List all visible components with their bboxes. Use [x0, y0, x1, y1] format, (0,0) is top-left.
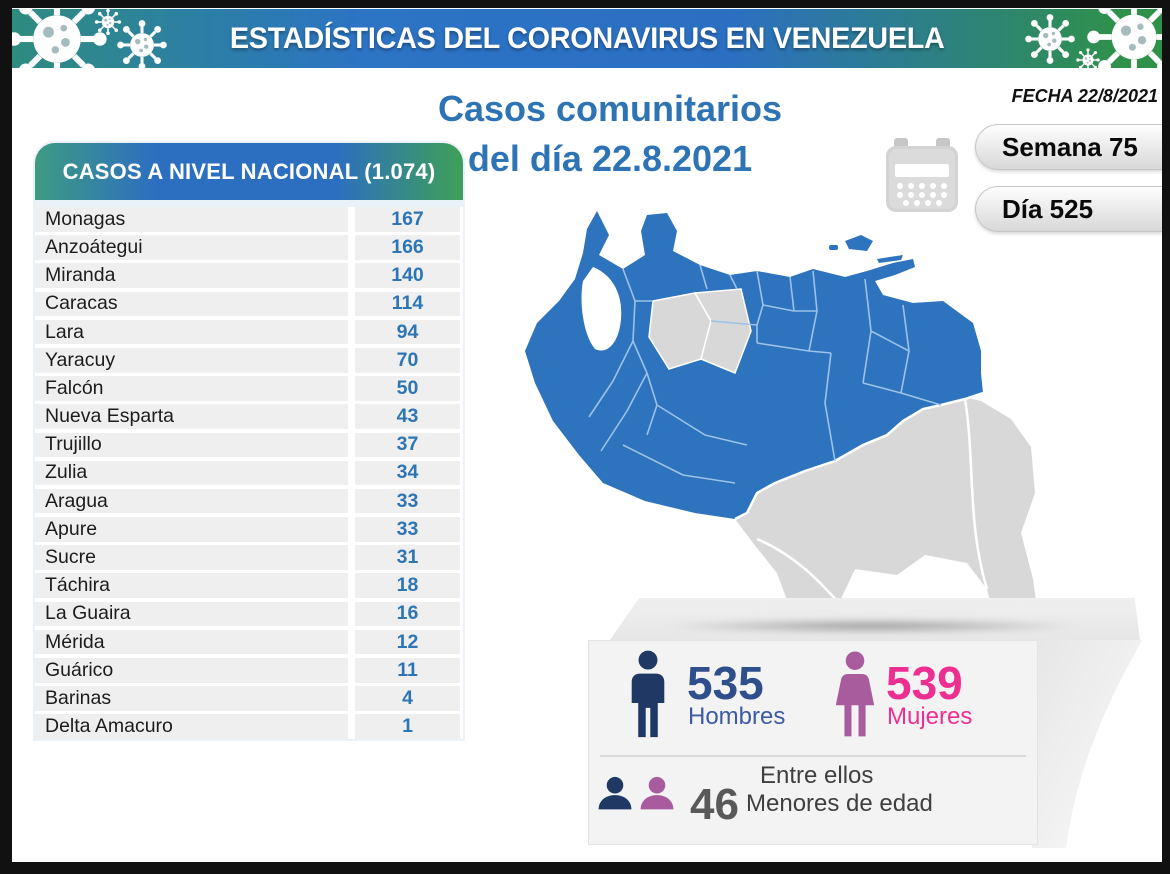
- table-row: Monagas 167: [35, 207, 463, 232]
- female-icon: [835, 651, 875, 737]
- cases-table: CASOS A NIVEL NACIONAL (1.074) Monagas 16…: [33, 141, 465, 741]
- table-row: Caracas 114: [35, 291, 463, 317]
- state-cases: 31: [355, 545, 460, 570]
- state-cases: 33: [355, 517, 460, 542]
- page-title: Casos comunitarios del día 22.8.2021: [425, 84, 795, 183]
- south-borders: [756, 398, 989, 604]
- date-label: FECHA 22/8/2021: [1011, 86, 1158, 106]
- state-cases: 140: [355, 263, 460, 288]
- minors-label: Entre ellos Menores de edad: [746, 762, 933, 818]
- state-name: Yaracuy: [35, 347, 348, 373]
- gender-stats-panel: [588, 640, 1038, 845]
- state-cases: 167: [355, 207, 460, 232]
- table-row: Sucre 31: [35, 545, 463, 570]
- state-cases: 43: [355, 404, 460, 429]
- table-row: Barinas 4: [35, 686, 463, 711]
- divider: [600, 755, 1026, 757]
- top-banner: ESTADÍSTICAS DEL CORONAVIRUS EN VENEZUEL…: [12, 9, 1162, 68]
- state-cases: 50: [355, 376, 460, 401]
- state-name: Caracas: [35, 291, 348, 317]
- state-cases: 114: [355, 291, 460, 317]
- state-name: La Guaira: [35, 601, 348, 627]
- day-badge: Día 525: [975, 186, 1162, 232]
- table-row: Delta Amacuro 1: [35, 714, 463, 739]
- state-cases: 70: [355, 347, 460, 373]
- table-row: Zulia 34: [35, 460, 463, 486]
- state-name: Monagas: [35, 207, 348, 232]
- male-minor-icon: [598, 776, 632, 810]
- week-badge: Semana 75: [975, 124, 1162, 170]
- minors-count: 46: [690, 780, 739, 829]
- minors-label-line1: Entre ellos: [760, 762, 874, 789]
- men-count: 535: [687, 657, 764, 709]
- women-count: 539: [886, 657, 963, 709]
- state-name: Zulia: [35, 460, 348, 486]
- minors-label-line2: Menores de edad: [746, 790, 933, 817]
- state-cases: 16: [355, 601, 460, 627]
- state-name: Sucre: [35, 545, 348, 570]
- table-row: Táchira 18: [35, 573, 463, 599]
- table-row: Aragua 33: [35, 488, 463, 514]
- state-name: Miranda: [35, 263, 348, 288]
- cases-table-rows: Monagas 167 Anzoátegui 166 Miranda 140 Cara…: [35, 207, 463, 739]
- page-title-line1: Casos comunitarios: [437, 88, 783, 129]
- state-cases: 12: [355, 629, 460, 655]
- state-name: Falcón: [35, 376, 348, 401]
- state-cases: 34: [355, 460, 460, 486]
- table-row: Trujillo 37: [35, 432, 463, 458]
- women-label: Mujeres: [887, 703, 973, 730]
- state-name: Barinas: [35, 686, 348, 711]
- calendar-icon: [886, 138, 958, 212]
- table-row: Yaracuy 70: [35, 347, 463, 373]
- state-name: Guárico: [35, 658, 348, 683]
- page-title-line2: del día 22.8.2021: [467, 137, 753, 179]
- table-row: Nueva Esparta 43: [35, 404, 463, 429]
- state-cases: 4: [355, 686, 460, 711]
- female-minor-icon: [640, 776, 674, 810]
- state-name: Aragua: [35, 488, 348, 514]
- state-cases: 166: [355, 235, 460, 260]
- state-cases: 33: [355, 488, 460, 514]
- banner-title: ESTADÍSTICAS DEL CORONAVIRUS EN VENEZUEL…: [229, 21, 945, 55]
- state-name: Táchira: [35, 573, 348, 599]
- state-cases: 18: [355, 573, 460, 599]
- table-row: Miranda 140: [35, 263, 463, 288]
- state-cases: 11: [355, 658, 460, 683]
- lake-maracaibo: [581, 267, 622, 351]
- state-name: Anzoátegui: [35, 235, 348, 260]
- male-icon: [631, 650, 665, 738]
- state-name: Mérida: [35, 629, 348, 655]
- islands: [829, 235, 903, 263]
- table-row: Falcón 50: [35, 376, 463, 401]
- table-row: La Guaira 16: [35, 601, 463, 627]
- table-row: Mérida 12: [35, 629, 463, 655]
- table-row: Anzoátegui 166: [35, 235, 463, 260]
- state-cases: 37: [355, 432, 460, 458]
- state-name: Delta Amacuro: [35, 714, 348, 739]
- state-borders: [588, 264, 942, 484]
- venezuela-map: [495, 183, 1075, 663]
- state-name: Nueva Esparta: [35, 404, 348, 429]
- table-row: Guárico 11: [35, 658, 463, 683]
- state-cases: 1: [355, 714, 460, 739]
- men-label: Hombres: [688, 703, 786, 730]
- page-curl: [1032, 640, 1142, 848]
- panel-shadow: [660, 618, 1085, 634]
- cases-table-header: CASOS A NIVEL NACIONAL (1.074): [35, 143, 463, 200]
- table-row: Apure 33: [35, 517, 463, 542]
- state-name: Trujillo: [35, 432, 348, 458]
- table-row: Lara 94: [35, 319, 463, 345]
- state-name: Apure: [35, 517, 348, 542]
- state-cases: 94: [355, 319, 460, 345]
- state-name: Lara: [35, 319, 348, 345]
